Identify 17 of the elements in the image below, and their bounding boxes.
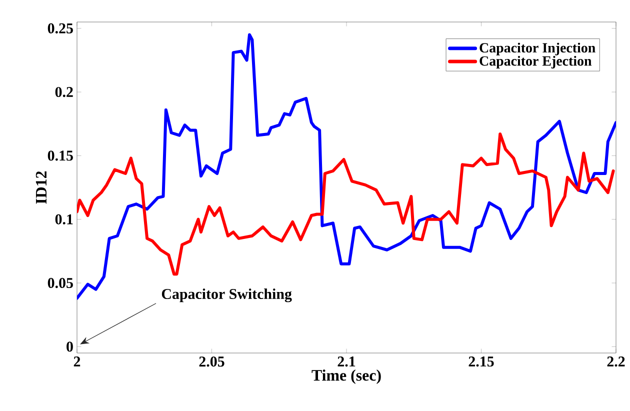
legend-label: Capacitor Injection	[480, 42, 596, 56]
x-axis-title: Time (sec)	[312, 370, 381, 384]
y-tick-label: 0.1	[55, 214, 73, 224]
y-tick-label: 0.25	[48, 23, 73, 34]
y-tick-label: 0.05	[48, 278, 73, 288]
x-tick-label: 2.2	[607, 356, 625, 367]
y-tick-label: 0.15	[48, 150, 73, 161]
y-axis-title: ID12	[36, 171, 46, 204]
x-tick-label: 2	[74, 356, 80, 366]
x-tick-label: 2.1	[338, 356, 356, 367]
line-series	[77, 132, 615, 276]
x-tick-label: 2.05	[199, 356, 224, 367]
annotation: Capacitor Switching	[162, 288, 292, 302]
y-tick-label: 0	[66, 342, 73, 352]
legend-label: Capacitor Ejection	[480, 56, 592, 69]
y-tick-label: 0.2	[55, 86, 73, 98]
x-tick-label: 2.15	[468, 356, 494, 367]
